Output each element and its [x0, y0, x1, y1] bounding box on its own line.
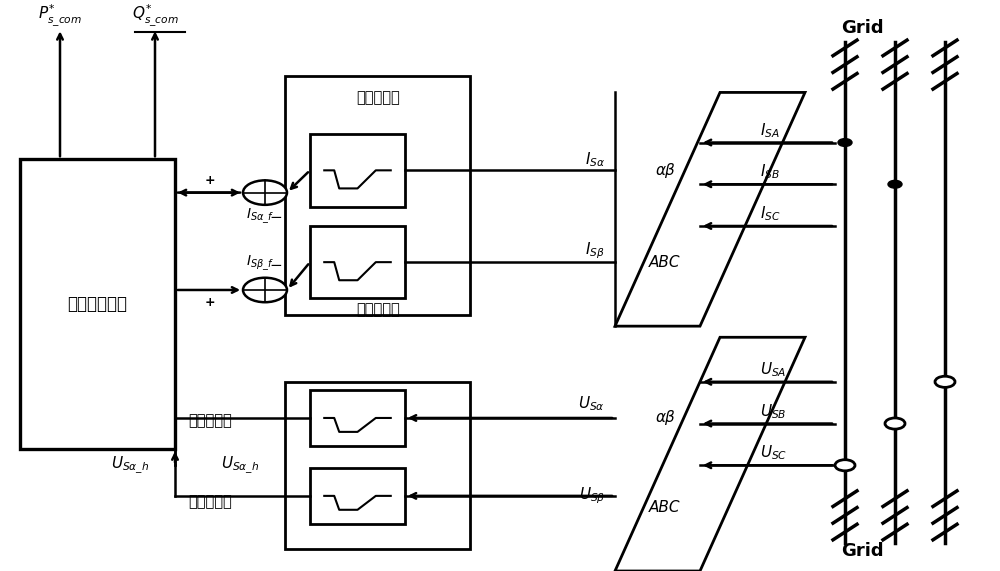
Bar — [310, 390, 405, 446]
Circle shape — [935, 376, 955, 387]
Bar — [310, 226, 405, 298]
Text: −: − — [270, 210, 282, 224]
Text: −: − — [270, 258, 282, 273]
Text: $I_{SC}$: $I_{SC}$ — [760, 204, 781, 223]
Polygon shape — [615, 93, 805, 326]
Text: $I_{S\beta}$: $I_{S\beta}$ — [585, 241, 605, 262]
Text: $P_{s\_com}^{*}$: $P_{s\_com}^{*}$ — [38, 3, 82, 29]
Text: +: + — [205, 296, 215, 309]
Text: $U_{S\beta}$: $U_{S\beta}$ — [579, 485, 605, 506]
Text: 基频陷波器: 基频陷波器 — [188, 494, 232, 509]
Text: αβ: αβ — [655, 411, 675, 425]
Bar — [20, 159, 175, 449]
Text: 基频陷波器: 基频陷波器 — [356, 302, 400, 317]
Text: $I_{S\alpha\_f}$: $I_{S\alpha\_f}$ — [246, 207, 274, 226]
Bar — [285, 76, 470, 315]
Text: 补偿功率计算: 补偿功率计算 — [68, 295, 128, 313]
Text: $I_{S\alpha}$: $I_{S\alpha}$ — [585, 150, 605, 168]
Text: $U_{S\alpha\_h}$: $U_{S\alpha\_h}$ — [221, 455, 259, 476]
Text: $U_{SC}$: $U_{SC}$ — [760, 444, 787, 463]
Text: Grid: Grid — [841, 542, 883, 560]
Text: 基频陷波器: 基频陷波器 — [356, 90, 400, 106]
Polygon shape — [615, 337, 805, 571]
Circle shape — [888, 180, 902, 188]
Text: $I_{SB}$: $I_{SB}$ — [760, 163, 780, 182]
Text: $U_{SA}$: $U_{SA}$ — [760, 360, 786, 379]
Text: αβ: αβ — [655, 163, 675, 178]
Circle shape — [243, 180, 287, 205]
Text: $U_{S\alpha}$: $U_{S\alpha}$ — [578, 395, 605, 413]
Text: $U_{S\alpha\_h}$: $U_{S\alpha\_h}$ — [111, 455, 149, 476]
Text: ABC: ABC — [649, 500, 681, 514]
Text: Grid: Grid — [841, 19, 883, 37]
Bar — [310, 134, 405, 207]
Bar — [285, 382, 470, 549]
Text: 基频陷波器: 基频陷波器 — [188, 413, 232, 428]
Circle shape — [243, 278, 287, 302]
Text: $I_{SA}$: $I_{SA}$ — [760, 121, 780, 140]
Circle shape — [835, 460, 855, 471]
Text: $I_{S\beta\_f}$: $I_{S\beta\_f}$ — [246, 254, 274, 274]
Circle shape — [838, 139, 852, 146]
Circle shape — [885, 418, 905, 429]
Text: +: + — [205, 174, 215, 187]
Text: $Q_{s\_com}^{*}$: $Q_{s\_com}^{*}$ — [132, 3, 178, 29]
Text: $U_{SB}$: $U_{SB}$ — [760, 402, 787, 421]
Bar — [310, 468, 405, 524]
Text: ABC: ABC — [649, 255, 681, 270]
